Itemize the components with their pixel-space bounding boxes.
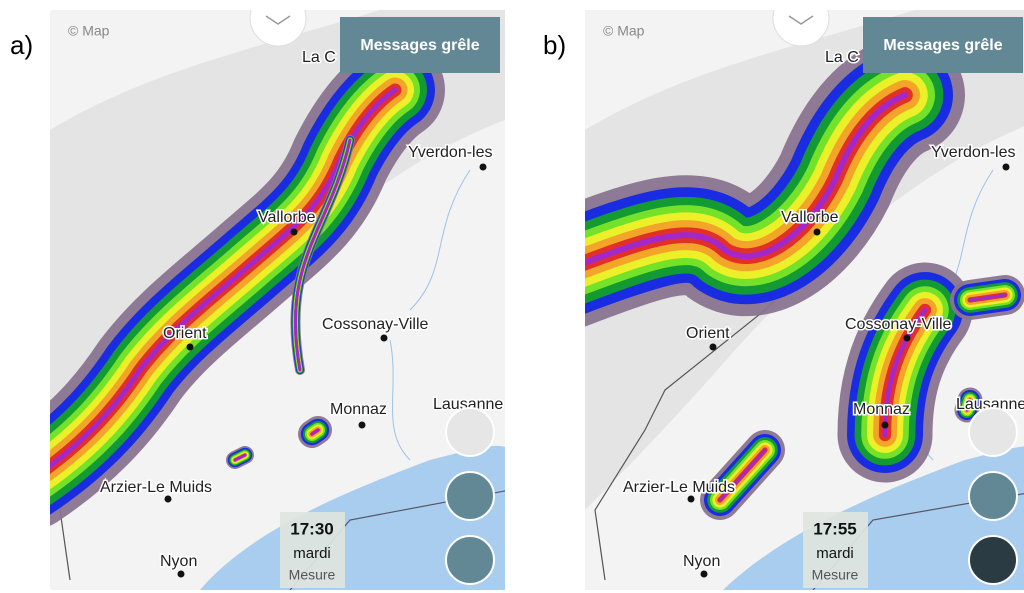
collapse-button[interactable] [772,10,830,47]
panel-label: b) [543,30,567,60]
place-label: Lausanne [956,396,1024,413]
place-label: Vallorbe [258,209,316,226]
radar-echo [965,398,972,412]
time: 17:30 [290,519,333,538]
place-label: Arzier-Le Muids [623,479,735,496]
place-label: Nyon [160,553,197,570]
river [389,169,471,461]
map-panel: © Map Messages grêle La C Yverdon-les Vallor… [585,10,1024,590]
map-control[interactable] [968,407,1018,457]
place-label: Nyon [683,553,720,570]
radar-echo [718,448,767,502]
hail-button-label[interactable]: Messages grêle [360,37,479,54]
place-dot [177,570,185,578]
place-dot [186,343,194,351]
radar-echo [585,92,908,266]
hail-button[interactable] [863,17,1023,73]
place-dot [903,334,911,342]
place-dot [813,228,821,236]
time-box [803,512,868,588]
time-box [280,512,345,588]
chevron [788,15,814,25]
place-label: Cossonay-Ville [845,316,952,333]
place-label: Monnaz [853,401,910,418]
place-dot [700,570,708,578]
place-dot [687,495,695,503]
map-control[interactable] [968,471,1018,521]
place-dot [1002,163,1010,171]
lake [200,445,505,590]
radar-echo [968,293,1007,302]
map-control[interactable] [445,471,495,521]
place-dot [380,334,388,342]
map-credit: © Map [603,23,645,39]
map-control[interactable] [968,535,1018,585]
map-control[interactable] [445,407,495,457]
place-label: Yverdon-les [931,144,1016,161]
place-dot [709,343,717,351]
radar-echo [233,453,247,462]
radar-echo [293,138,352,372]
radar-echo [310,428,320,436]
place-dot [881,421,889,429]
chevron [265,15,291,25]
place-dot [358,421,366,429]
place-label: Orient [686,325,730,342]
place-label: Vallorbe [781,209,839,226]
place-label: Orient [163,325,207,342]
map-credit: © Map [68,23,110,39]
place-label: Monnaz [330,401,387,418]
hail-button[interactable] [340,17,500,73]
map-panel: © Map Messages grêle La C Yverdon-les Vallor… [50,10,505,590]
lake [723,446,1024,590]
place-dot [164,495,172,503]
place-label: Cossonay-Ville [322,316,429,333]
mode: Mesure [812,567,859,583]
day: mardi [816,545,854,562]
mode: Mesure [289,567,336,583]
radar-echo [882,307,928,438]
place-dot [290,228,298,236]
day: mardi [293,545,331,562]
collapse-button[interactable] [249,10,307,47]
panel-label: a) [10,30,34,60]
place-label: La C [302,49,336,66]
time: 17:55 [813,519,856,538]
hail-button-label[interactable]: Messages grêle [883,37,1002,54]
place-label: Lausanne [433,396,503,413]
place-label: La C [825,49,859,66]
place-label: Arzier-Le Muids [100,479,212,496]
place-label: Yverdon-les [408,144,493,161]
place-dot [479,163,487,171]
map-control[interactable] [445,535,495,585]
